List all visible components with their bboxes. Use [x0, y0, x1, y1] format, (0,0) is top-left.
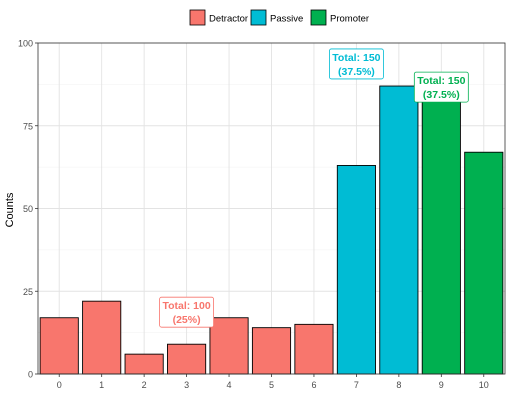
bar-0: [39, 317, 79, 375]
y-tick-label: 100: [18, 39, 33, 49]
x-tick-label: 6: [311, 380, 316, 390]
annotation-percent: (37.5%): [338, 66, 375, 78]
annotation-percent: (37.5%): [423, 89, 460, 101]
bar-3: [167, 343, 207, 375]
bar-8: [379, 85, 419, 375]
annotation-total: Total: 150: [332, 52, 380, 64]
x-tick-label: 3: [184, 380, 189, 390]
bar-2: [124, 353, 164, 375]
annotation-box: [413, 71, 469, 103]
annotation-percent: (25%): [173, 314, 201, 326]
bar-5: [251, 327, 292, 375]
y-tick-label: 50: [23, 204, 33, 214]
x-tick-label: 2: [142, 380, 147, 390]
annotation-box: [329, 48, 384, 80]
y-tick-label: 75: [23, 121, 33, 131]
annotation-box: [159, 296, 214, 328]
x-tick-label: 5: [269, 380, 274, 390]
legend-swatch-detractor: [189, 9, 206, 26]
bar-6: [294, 323, 334, 375]
x-tick-label: 7: [354, 380, 359, 390]
x-tick-label: 10: [479, 380, 489, 390]
legend-swatch-promoter: [310, 9, 327, 26]
annotations: Total: 100 (25%) Total: 150 (37.5%) Total: 1…: [159, 48, 469, 328]
axes: 0 25 50 75 100 0 1 2 3 4 5 6 7 8 9 10: [18, 39, 506, 390]
bar-9: [421, 98, 461, 375]
x-tick-label: 8: [396, 380, 401, 390]
y-axis-title: Counts: [4, 192, 16, 227]
y-tick-label: 0: [28, 370, 33, 380]
bar-4: [209, 317, 249, 375]
bar-1: [82, 300, 122, 375]
legend-label-passive: Passive: [270, 14, 303, 25]
x-tick-label: 4: [227, 380, 232, 390]
legend-label-detractor: Detractor: [209, 14, 248, 25]
x-tick-label: 9: [439, 380, 444, 390]
x-tick-label: 0: [57, 380, 62, 390]
bars: [39, 85, 504, 375]
legend: Detractor Passive Promoter: [189, 9, 369, 26]
legend-label-promoter: Promoter: [330, 14, 369, 25]
y-tick-label: 25: [23, 287, 33, 297]
bar-10: [464, 151, 504, 375]
annotation-total: Total: 100: [162, 300, 210, 312]
x-tick-label: 1: [99, 380, 104, 390]
bar-7: [336, 165, 376, 375]
annotation-total: Total: 150: [417, 75, 465, 87]
legend-swatch-passive: [250, 9, 267, 26]
